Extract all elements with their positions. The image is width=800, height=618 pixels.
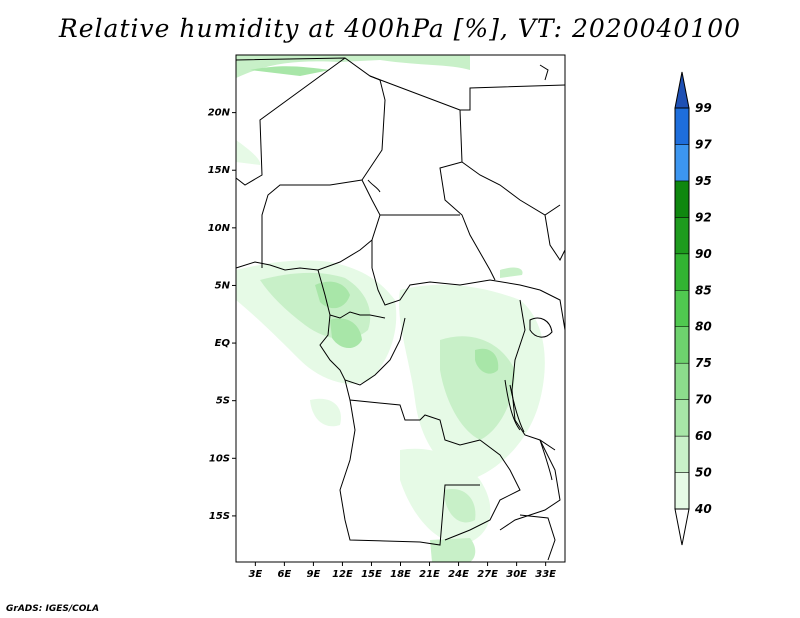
border-chad-sudan <box>369 75 496 281</box>
colorbar-label: 99 <box>695 101 712 115</box>
border-car-drc <box>371 267 541 306</box>
colorbar-label: 75 <box>695 356 712 370</box>
shade-zambia-core <box>445 489 476 523</box>
colorbar-box <box>674 180 690 218</box>
colorbar-label: 97 <box>695 137 712 151</box>
colorbar-box <box>674 362 690 400</box>
lake-malawi <box>539 439 553 481</box>
colorbar-box <box>674 290 690 327</box>
country-boundaries <box>235 57 566 561</box>
shade-south-sudan <box>500 267 523 278</box>
lat-tick-label: 5N <box>215 280 231 291</box>
colorbar-box <box>674 326 690 364</box>
border-niger-chad <box>235 57 386 268</box>
border-drc-east <box>511 299 556 451</box>
border-nigeria-coast <box>235 239 373 271</box>
border-drc-angola <box>344 379 481 446</box>
shade-north-band <box>236 55 470 78</box>
lat-tick-label: EQ <box>215 338 231 349</box>
lon-tick-label: 18E <box>390 569 411 580</box>
lat-tick-label: 15S <box>209 511 230 522</box>
shade-north-core <box>250 66 330 76</box>
lon-tick-label: 9E <box>307 569 321 580</box>
border-angola-namibia <box>339 399 480 546</box>
humidity-shading <box>236 55 545 562</box>
longitude-axis: 3E 6E 9E 12E 15E 18E 21E 24E 27E 30E 33E <box>248 562 556 580</box>
lakes <box>367 64 553 481</box>
colorbar-label: 50 <box>695 466 712 480</box>
colorbar-box <box>674 399 690 437</box>
lon-tick-label: 27E <box>477 569 498 580</box>
border-mozambique <box>519 514 556 561</box>
latitude-axis: 20N 15N 10N 5N EQ 5S 10S 15S <box>208 108 236 522</box>
shade-angola-coast <box>310 398 341 427</box>
lon-tick-label: 6E <box>277 569 291 580</box>
colorbar-low-triangle <box>674 508 690 546</box>
border-zambia-mozambique <box>499 439 561 531</box>
lon-tick-label: 24E <box>448 569 469 580</box>
shade-kivu <box>475 348 499 374</box>
colorbar-box <box>674 435 690 473</box>
colorbar-high-triangle <box>674 71 690 109</box>
colorbar-label: 90 <box>695 247 712 261</box>
lake-tanganyika <box>504 379 521 431</box>
lat-tick-label: 10S <box>209 453 230 464</box>
border-ethiopia <box>544 214 566 261</box>
lat-tick-label: 20N <box>208 108 231 119</box>
lake-chad <box>367 179 381 193</box>
lake-tanganyika-east <box>509 384 525 433</box>
lon-tick-label: 12E <box>332 569 353 580</box>
shade-west-sahel <box>236 140 261 165</box>
colorbar-box <box>674 253 690 291</box>
lon-tick-label: 33E <box>535 569 556 580</box>
shade-gabon <box>330 318 362 349</box>
border-libya-egypt <box>460 84 566 111</box>
border-cameroon-gabon <box>317 269 386 319</box>
colorbar-label: 85 <box>695 283 712 297</box>
colorbar-label: 40 <box>694 502 712 516</box>
map-title: Relative humidity at 400hPa [%], VT: 202… <box>58 14 742 43</box>
colorbar-box <box>674 217 690 255</box>
colorbar-label: 60 <box>695 429 712 443</box>
border-zambia <box>444 439 521 541</box>
lon-tick-label: 3E <box>248 569 262 580</box>
lon-tick-label: 15E <box>361 569 382 580</box>
colorbar-frame <box>674 107 690 510</box>
colorbar: 40 50 60 70 75 80 85 90 92 95 97 99 <box>674 71 712 546</box>
lon-tick-label: 30E <box>506 569 527 580</box>
lat-tick-label: 10N <box>208 223 231 234</box>
border-uganda-kenya <box>539 289 566 331</box>
colorbar-box <box>674 107 690 145</box>
border-sudan-ethiopia <box>461 161 561 216</box>
colorbar-box <box>674 144 690 182</box>
colorbar-label: 80 <box>695 320 712 334</box>
credit-text: GrADS: IGES/COLA <box>6 604 100 614</box>
lake-victoria <box>529 317 553 338</box>
lat-tick-label: 15N <box>208 165 231 176</box>
shade-cameroon-core <box>315 281 350 309</box>
map-panel <box>235 54 566 563</box>
border-nigeria-niger <box>261 179 363 268</box>
red-sea <box>539 64 549 81</box>
colorbar-label: 70 <box>695 393 712 407</box>
colorbar-label: 92 <box>695 210 712 224</box>
shade-south <box>430 538 476 562</box>
border-algeria-niger <box>235 57 346 186</box>
lat-tick-label: 5S <box>216 396 230 407</box>
colorbar-label: 95 <box>695 174 712 188</box>
colorbar-box <box>674 472 690 510</box>
lon-tick-label: 21E <box>419 569 440 580</box>
